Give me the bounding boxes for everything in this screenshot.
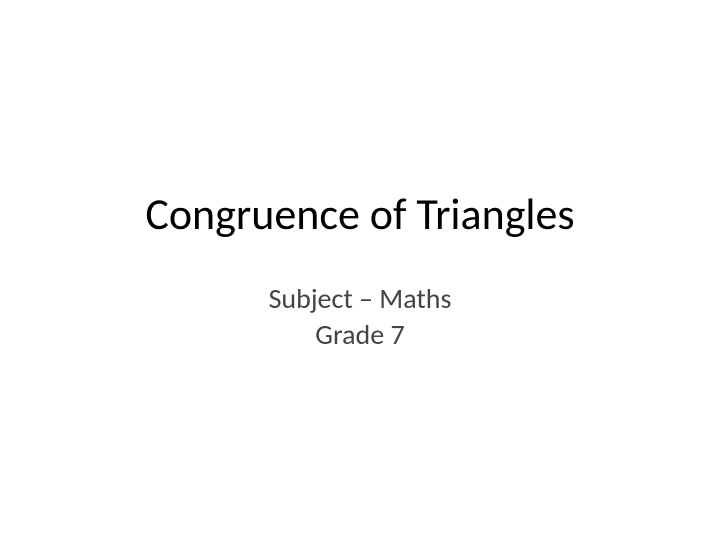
subtitle-subject: Subject – Maths bbox=[269, 281, 452, 317]
subtitle-grade: Grade 7 bbox=[315, 317, 404, 353]
subtitle-group: Subject – Maths Grade 7 bbox=[269, 281, 452, 354]
slide-title: Congruence of Triangles bbox=[145, 187, 574, 241]
